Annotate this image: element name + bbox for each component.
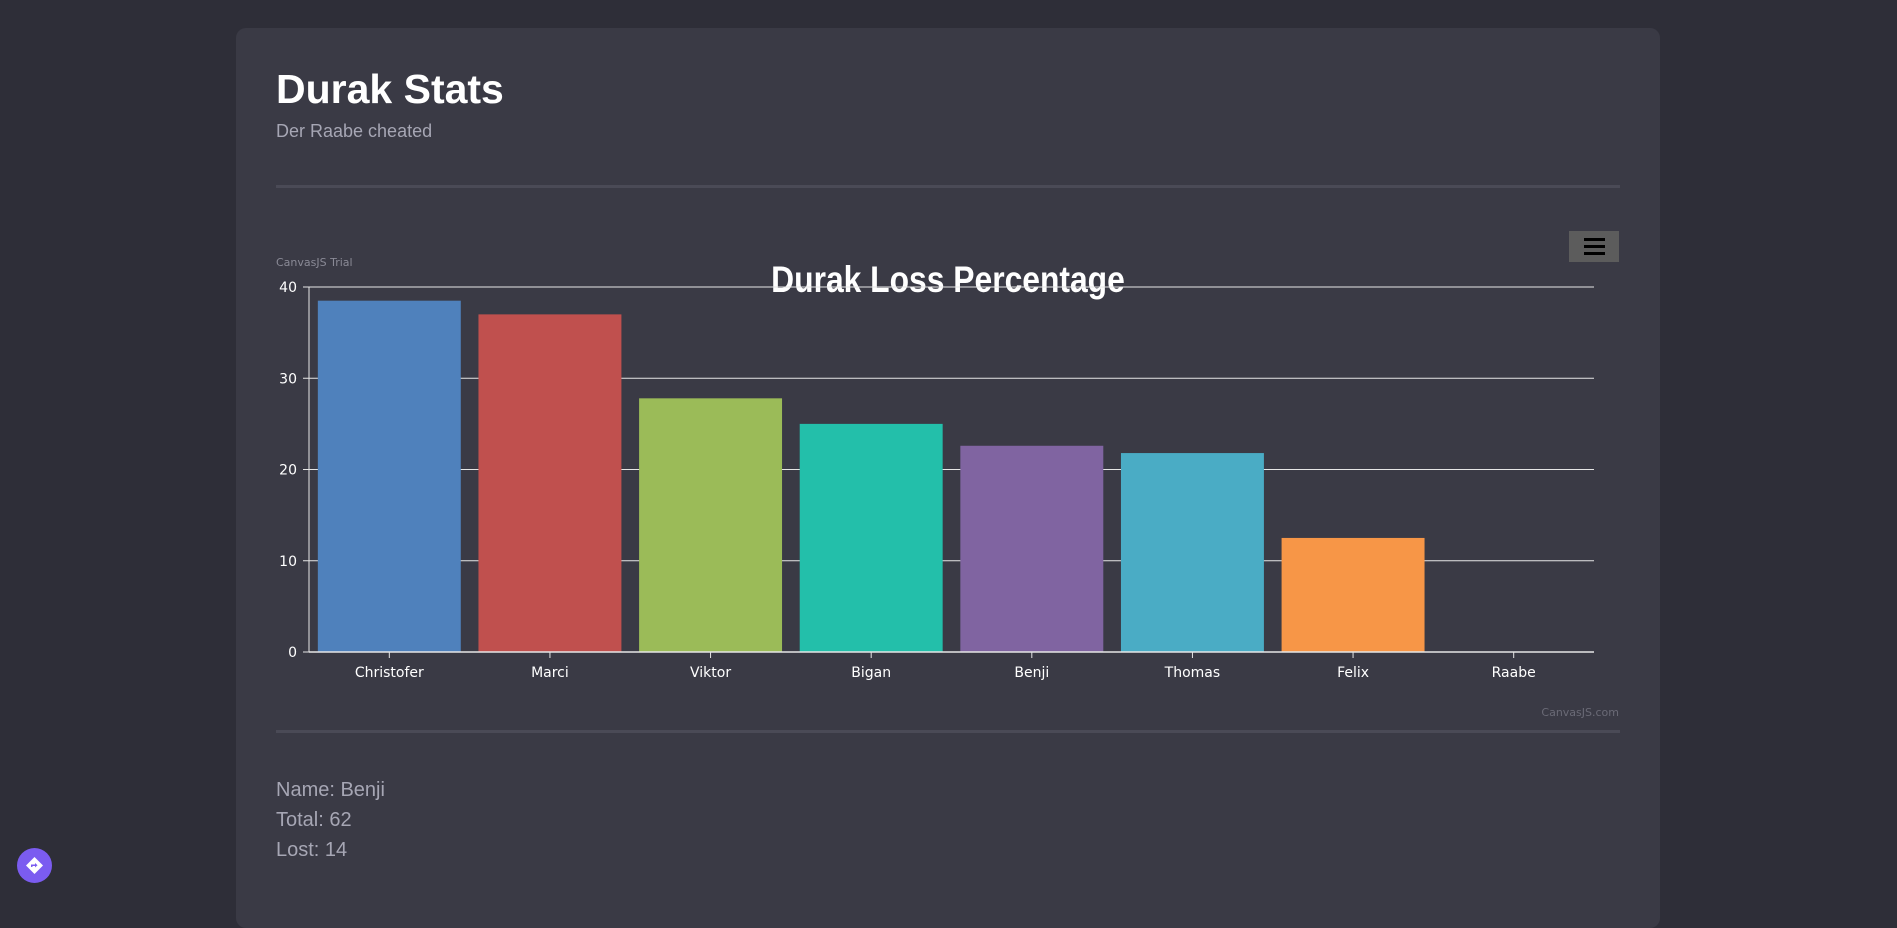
bar-thomas[interactable] — [1120, 453, 1264, 652]
bar-marci[interactable] — [478, 314, 622, 652]
y-tick-label: 20 — [279, 463, 297, 479]
player-total: Total: 62 — [276, 809, 352, 831]
directions-icon — [26, 857, 43, 874]
loss-chart: CanvasJS Trial Durak Loss Percentage 0 10… — [276, 218, 1620, 728]
chart-labels: 0 10 20 30 40 Christofer Marci Viktor Bigan Benji… — [279, 280, 1536, 681]
hamburger-icon-middle — [1584, 245, 1605, 248]
y-tick-label: 40 — [279, 280, 297, 296]
page-subtitle: Der Raabe cheated — [276, 121, 433, 141]
x-tick-label-benji: Benji — [1014, 665, 1049, 681]
stats-card: Durak Stats Der Raabe cheated CanvasJS T… — [236, 28, 1660, 928]
x-tick-label-marci: Marci — [531, 665, 569, 681]
chart-title: Durak Loss Percentage — [771, 260, 1125, 301]
player-lost: Lost: 14 — [276, 839, 348, 861]
bar-bigan[interactable] — [799, 423, 943, 652]
y-tick-label: 0 — [288, 645, 297, 661]
chart-credit: CanvasJS.com — [1541, 706, 1619, 719]
chart-bars — [317, 300, 1425, 652]
hamburger-icon-bottom — [1584, 252, 1605, 255]
x-tick-label-felix: Felix — [1337, 665, 1369, 681]
bar-christofer[interactable] — [317, 300, 461, 652]
bar-felix[interactable] — [1281, 537, 1425, 652]
x-tick-label-viktor: Viktor — [690, 665, 731, 681]
chart-trial-label: CanvasJS Trial — [276, 256, 353, 269]
hamburger-icon — [1584, 238, 1605, 241]
page-title: Durak Stats — [276, 66, 504, 112]
divider-bottom — [276, 730, 1620, 733]
x-tick-label-christofer: Christofer — [355, 665, 424, 681]
x-tick-label-raabe: Raabe — [1492, 665, 1536, 681]
chart-axes — [303, 286, 1594, 658]
player-info: Name: Benji Total: 62 Lost: 14 — [276, 775, 385, 865]
divider-top — [276, 185, 1620, 188]
chart-menu-button[interactable] — [1569, 231, 1619, 262]
y-tick-label: 30 — [279, 371, 297, 387]
x-tick-label-thomas: Thomas — [1164, 665, 1221, 681]
y-tick-label: 10 — [279, 554, 297, 570]
x-tick-label-bigan: Bigan — [851, 665, 891, 681]
player-name: Name: Benji — [276, 779, 385, 801]
chart-canvas: CanvasJS Trial Durak Loss Percentage 0 10… — [276, 256, 1619, 719]
bar-benji[interactable] — [960, 445, 1104, 652]
directions-button[interactable] — [17, 848, 52, 883]
bar-viktor[interactable] — [639, 398, 783, 652]
